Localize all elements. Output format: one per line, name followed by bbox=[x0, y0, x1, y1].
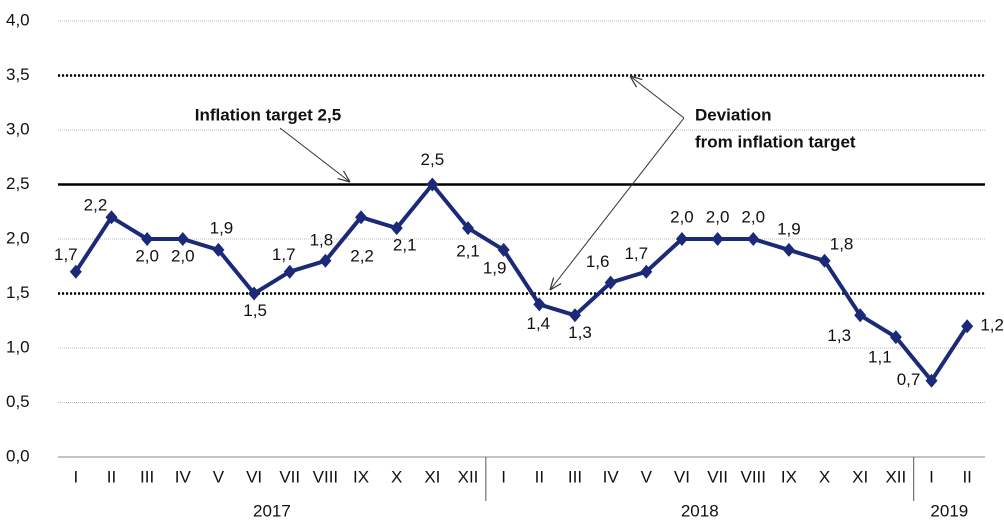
x-tick-label: IX bbox=[781, 467, 797, 486]
x-tick-label: IV bbox=[175, 467, 192, 486]
marker bbox=[212, 242, 225, 257]
data-label: 2,0 bbox=[706, 207, 730, 226]
target-annotation: Inflation target 2,5 bbox=[195, 105, 341, 124]
data-label: 1,9 bbox=[777, 219, 801, 238]
annotation-arrow bbox=[630, 76, 685, 119]
marker bbox=[818, 253, 831, 268]
data-label: 1,5 bbox=[243, 301, 267, 320]
marker bbox=[105, 210, 118, 225]
annotation-arrow bbox=[550, 117, 685, 290]
x-tick-label: II bbox=[535, 467, 544, 486]
x-tick-label: I bbox=[501, 467, 506, 486]
marker bbox=[640, 264, 653, 279]
marker bbox=[675, 232, 688, 246]
data-label: 2,5 bbox=[421, 150, 445, 169]
year-label: 2019 bbox=[930, 501, 968, 520]
x-tick-label: VII bbox=[279, 467, 300, 486]
data-label: 1,1 bbox=[868, 348, 892, 367]
x-tick-label: XII bbox=[458, 467, 479, 486]
x-tick-label: III bbox=[140, 467, 154, 486]
data-label: 1,7 bbox=[272, 245, 296, 264]
x-tick-label: II bbox=[107, 467, 116, 486]
data-label: 1,4 bbox=[527, 314, 551, 333]
marker bbox=[925, 373, 938, 388]
annotation-arrow bbox=[279, 127, 350, 182]
y-tick-label: 3,5 bbox=[6, 65, 30, 84]
data-label: 2,1 bbox=[393, 236, 417, 255]
x-tick-label: XI bbox=[424, 467, 440, 486]
data-label: 1,7 bbox=[54, 245, 78, 264]
data-label: 1,6 bbox=[586, 252, 610, 271]
x-tick-label: V bbox=[641, 467, 653, 486]
marker bbox=[533, 297, 546, 312]
data-label: 2,2 bbox=[350, 247, 374, 266]
data-label: 1,8 bbox=[830, 234, 854, 253]
marker bbox=[141, 232, 154, 246]
marker bbox=[568, 308, 581, 323]
data-label: 1,2 bbox=[980, 316, 1004, 335]
y-tick-label: 4,0 bbox=[6, 10, 30, 29]
x-tick-label: I bbox=[73, 467, 78, 486]
data-label: 2,0 bbox=[741, 207, 765, 226]
x-tick-label: III bbox=[568, 467, 582, 486]
x-tick-label: V bbox=[213, 467, 225, 486]
deviation-annotation: Deviation bbox=[695, 105, 772, 124]
marker bbox=[426, 177, 439, 192]
data-label: 1,9 bbox=[483, 258, 507, 277]
marker bbox=[782, 242, 795, 257]
x-tick-label: X bbox=[819, 467, 830, 486]
marker bbox=[604, 275, 617, 290]
y-tick-label: 1,5 bbox=[6, 283, 30, 302]
year-label: 2018 bbox=[681, 501, 719, 520]
x-tick-label: VIII bbox=[313, 467, 339, 486]
x-tick-label: IV bbox=[603, 467, 620, 486]
x-tick-label: VIII bbox=[740, 467, 766, 486]
marker bbox=[355, 210, 368, 225]
marker bbox=[889, 330, 902, 345]
marker bbox=[390, 221, 403, 236]
data-label: 1,7 bbox=[624, 244, 648, 263]
marker bbox=[248, 286, 261, 301]
marker bbox=[69, 264, 82, 279]
x-tick-label: XI bbox=[852, 467, 868, 486]
marker bbox=[176, 232, 189, 246]
data-label: 1,3 bbox=[568, 323, 592, 342]
y-tick-label: 0,5 bbox=[6, 392, 30, 411]
marker bbox=[711, 232, 724, 246]
data-label: 1,8 bbox=[310, 230, 334, 249]
data-label: 2,2 bbox=[84, 196, 108, 215]
marker bbox=[283, 264, 296, 279]
x-tick-label: X bbox=[391, 467, 402, 486]
marker bbox=[462, 221, 475, 236]
marker bbox=[961, 319, 974, 334]
data-label: 2,0 bbox=[670, 207, 694, 226]
marker bbox=[747, 232, 760, 246]
x-tick-label: VI bbox=[674, 467, 690, 486]
marker bbox=[854, 308, 867, 323]
x-tick-label: I bbox=[929, 467, 934, 486]
deviation-annotation: from inflation target bbox=[695, 132, 856, 151]
x-tick-label: IX bbox=[353, 467, 369, 486]
data-label: 2,0 bbox=[171, 246, 195, 265]
marker bbox=[319, 253, 332, 268]
y-tick-label: 0,0 bbox=[6, 446, 30, 465]
data-label: 2,1 bbox=[456, 242, 480, 261]
x-tick-label: VI bbox=[246, 467, 262, 486]
data-line bbox=[74, 182, 969, 383]
marker bbox=[497, 242, 510, 257]
x-tick-label: II bbox=[962, 467, 971, 486]
x-tick-label: XII bbox=[885, 467, 906, 486]
data-label: 1,9 bbox=[210, 218, 234, 237]
x-tick-label: VII bbox=[707, 467, 728, 486]
y-tick-label: 2,5 bbox=[6, 174, 30, 193]
year-label: 2017 bbox=[253, 501, 291, 520]
data-label: 1,3 bbox=[827, 326, 851, 345]
data-label: 0,7 bbox=[897, 370, 921, 389]
data-label: 2,0 bbox=[135, 246, 159, 265]
y-tick-label: 2,0 bbox=[6, 228, 30, 247]
y-tick-label: 1,0 bbox=[6, 337, 30, 356]
y-tick-label: 3,0 bbox=[6, 119, 30, 138]
